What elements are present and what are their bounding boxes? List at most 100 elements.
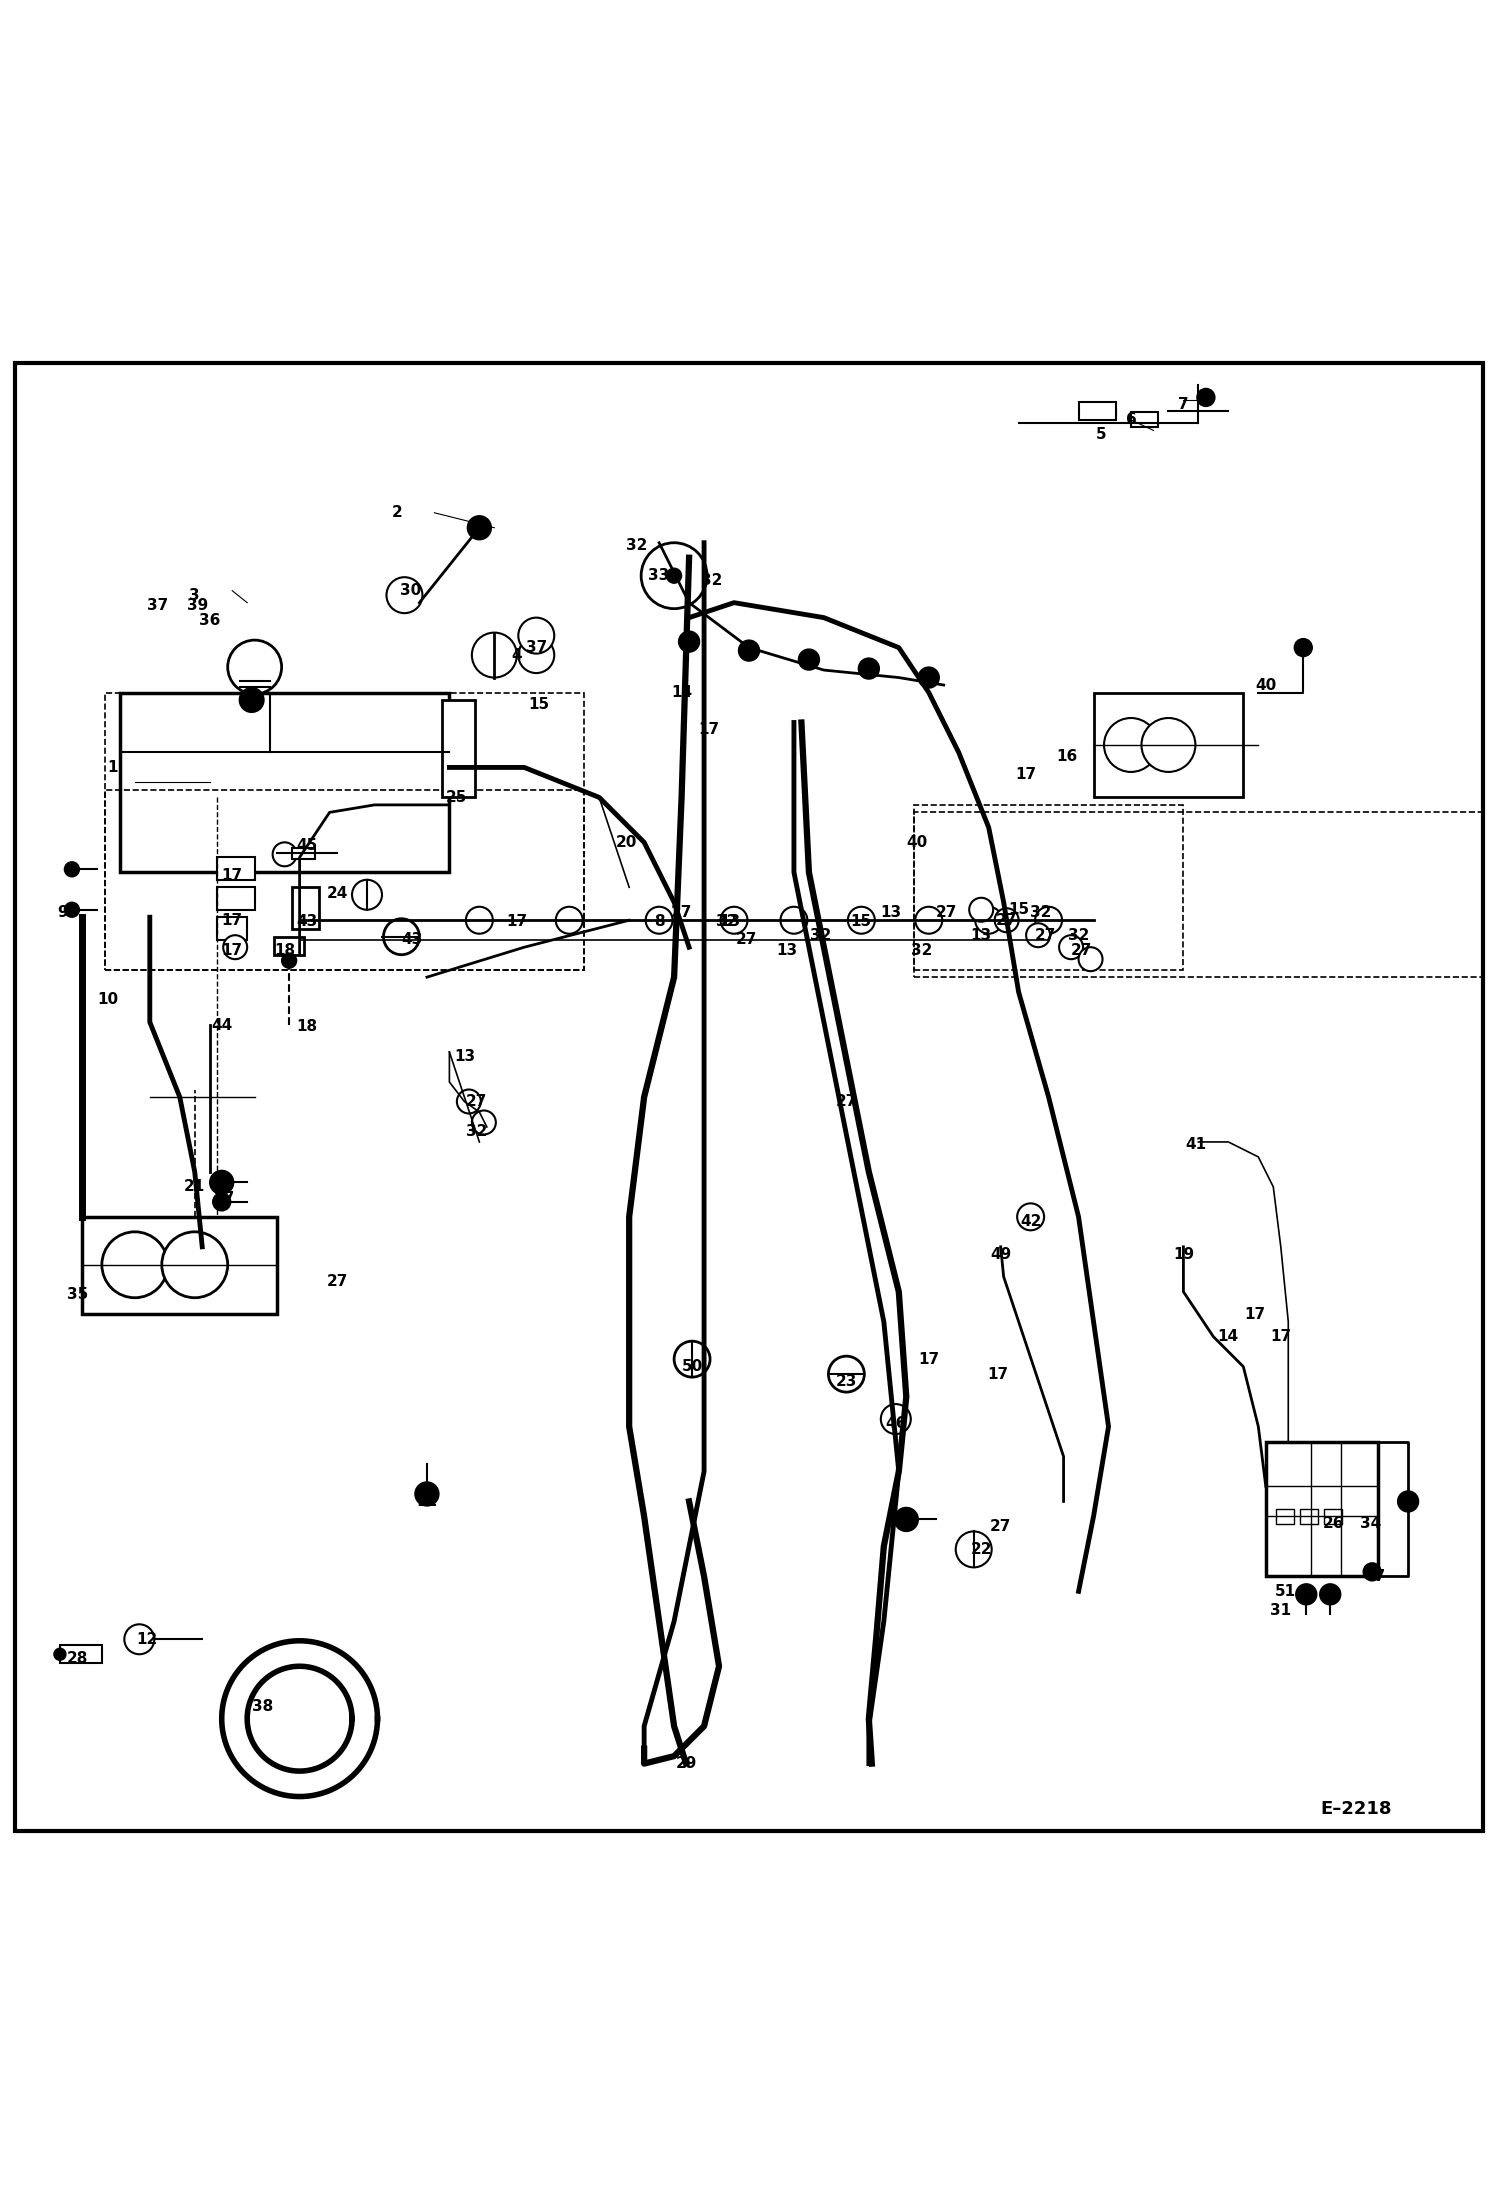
Bar (274, 937, 304, 954)
Circle shape (1059, 935, 1083, 959)
Circle shape (54, 1648, 66, 1661)
Bar (1094, 693, 1243, 796)
Text: 13: 13 (776, 943, 797, 959)
Circle shape (1035, 906, 1062, 935)
Circle shape (518, 619, 554, 654)
Text: 17: 17 (987, 1367, 1008, 1382)
Text: 12: 12 (136, 1632, 157, 1648)
Text: 23: 23 (836, 1373, 857, 1389)
Circle shape (1017, 1202, 1044, 1231)
Bar (217, 886, 255, 911)
Text: 49: 49 (990, 1246, 1011, 1262)
Circle shape (881, 1404, 911, 1435)
Text: 13: 13 (454, 1049, 475, 1064)
Text: 5: 5 (1095, 428, 1107, 443)
Circle shape (1320, 1584, 1341, 1604)
Circle shape (352, 880, 382, 911)
Circle shape (894, 1507, 918, 1531)
Text: 18: 18 (297, 1018, 318, 1033)
Text: 40: 40 (906, 836, 927, 849)
Text: 13: 13 (719, 915, 740, 930)
Circle shape (679, 632, 700, 652)
Text: 31: 31 (1270, 1604, 1291, 1619)
Bar (82, 1218, 277, 1314)
Text: 51: 51 (1275, 1584, 1296, 1599)
Text: 46: 46 (885, 1415, 906, 1430)
Text: 17: 17 (222, 943, 243, 959)
Circle shape (102, 1231, 168, 1297)
Bar (914, 812, 1483, 976)
Circle shape (467, 516, 491, 540)
Text: 16: 16 (1056, 750, 1077, 764)
Text: 9: 9 (57, 906, 69, 919)
Text: 6: 6 (1125, 412, 1137, 428)
Bar (105, 693, 584, 970)
Circle shape (472, 632, 517, 678)
Text: 7: 7 (1177, 397, 1189, 412)
Text: 25: 25 (446, 790, 467, 805)
Circle shape (828, 1356, 864, 1393)
Text: 19: 19 (1173, 1246, 1194, 1262)
Text: 45: 45 (297, 838, 318, 853)
Text: 29: 29 (676, 1755, 697, 1771)
Text: 41: 41 (1185, 1136, 1206, 1152)
Circle shape (383, 919, 419, 954)
Text: 15: 15 (529, 698, 550, 713)
Text: 43: 43 (401, 932, 422, 948)
Circle shape (210, 1169, 234, 1194)
Text: 32: 32 (911, 943, 932, 959)
Text: 32: 32 (701, 573, 722, 588)
Bar (217, 917, 247, 939)
Circle shape (641, 542, 707, 608)
Text: 27: 27 (466, 1095, 487, 1108)
Text: 4: 4 (511, 647, 523, 663)
Text: 28: 28 (67, 1652, 88, 1665)
Circle shape (466, 906, 493, 935)
Text: 17: 17 (918, 1352, 939, 1367)
Text: 13: 13 (881, 906, 902, 919)
Text: 39: 39 (187, 599, 208, 612)
Circle shape (956, 1531, 992, 1567)
Circle shape (518, 636, 554, 674)
Text: 3: 3 (189, 588, 201, 603)
Text: 27: 27 (214, 1191, 235, 1207)
Text: 15: 15 (1008, 902, 1029, 917)
Circle shape (64, 902, 79, 917)
Text: 32: 32 (810, 928, 831, 943)
Text: 20: 20 (616, 836, 637, 849)
Circle shape (273, 842, 297, 867)
Bar (1324, 1509, 1342, 1525)
Text: 43: 43 (297, 915, 318, 930)
Text: 24: 24 (327, 886, 348, 902)
Text: 27: 27 (836, 1095, 857, 1108)
Text: 21: 21 (184, 1180, 205, 1194)
Text: 14: 14 (671, 685, 692, 700)
Bar (105, 790, 584, 970)
Text: 32: 32 (1068, 928, 1089, 943)
Text: E–2218: E–2218 (1320, 1799, 1392, 1817)
Circle shape (995, 908, 1019, 932)
Circle shape (915, 906, 942, 935)
Text: 32: 32 (466, 1123, 487, 1139)
Circle shape (415, 1481, 439, 1505)
Bar (1300, 1509, 1318, 1525)
Text: 42: 42 (1020, 1213, 1041, 1229)
Bar (217, 858, 255, 880)
Text: 27: 27 (671, 906, 692, 919)
Text: 36: 36 (199, 612, 220, 627)
Circle shape (739, 641, 759, 660)
Circle shape (721, 906, 748, 935)
Circle shape (472, 1110, 496, 1134)
Circle shape (1104, 717, 1158, 772)
Text: 44: 44 (211, 1018, 232, 1033)
Bar (1131, 412, 1158, 428)
Circle shape (1026, 924, 1050, 948)
Text: 26: 26 (1323, 1516, 1344, 1531)
Text: 2: 2 (391, 505, 403, 520)
Circle shape (556, 906, 583, 935)
Text: 27: 27 (1035, 928, 1056, 943)
Circle shape (1020, 1207, 1041, 1226)
Text: 37: 37 (526, 641, 547, 656)
Bar (1266, 1441, 1378, 1575)
Text: 17: 17 (222, 869, 243, 882)
